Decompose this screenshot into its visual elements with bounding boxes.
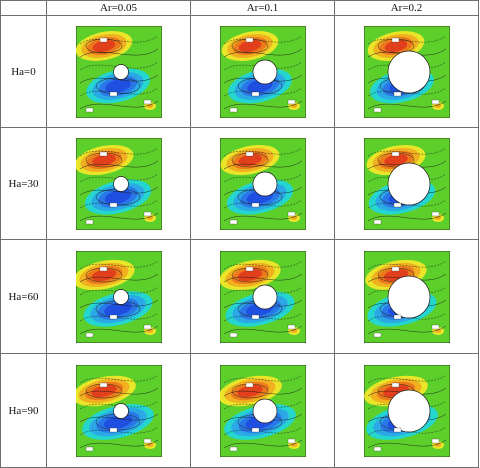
contour-plot-ha60-ar01 xyxy=(190,239,335,354)
contour-plot-ha90-ar02 xyxy=(334,353,479,468)
contour-field-image xyxy=(75,250,162,343)
contour-plot-ha60-ar02 xyxy=(334,239,479,354)
contour-field-image xyxy=(75,137,162,230)
contour-field-image xyxy=(363,250,450,343)
table-row-ha90: Ha=90 xyxy=(0,353,479,468)
column-header-ar-01: Ar=0.1 xyxy=(190,0,335,16)
corner-header xyxy=(0,0,47,16)
contour-field-image xyxy=(219,364,306,457)
row-header-ha30: Ha=30 xyxy=(0,127,47,240)
column-header-ar-005: Ar=0.05 xyxy=(46,0,191,16)
contour-plot-ha0-ar02 xyxy=(334,15,479,128)
row-header-ha60: Ha=60 xyxy=(0,239,47,354)
contour-plot-ha30-ar01 xyxy=(190,127,335,240)
contour-plot-ha90-ar01 xyxy=(190,353,335,468)
table-row-ha30: Ha=30 xyxy=(0,127,479,240)
row-header-ha0: Ha=0 xyxy=(0,15,47,128)
contour-field-image xyxy=(75,25,162,118)
contour-field-image xyxy=(75,364,162,457)
contour-field-image xyxy=(363,25,450,118)
table-row-ha60: Ha=60 xyxy=(0,239,479,354)
contour-field-image xyxy=(363,137,450,230)
header-row: Ar=0.05 Ar=0.1 Ar=0.2 xyxy=(0,0,479,16)
column-header-ar-02: Ar=0.2 xyxy=(334,0,479,16)
contour-field-image xyxy=(363,364,450,457)
contour-plot-ha0-ar01 xyxy=(190,15,335,128)
contour-field-image xyxy=(219,250,306,343)
row-header-ha90: Ha=90 xyxy=(0,353,47,468)
contour-field-image xyxy=(219,25,306,118)
contour-plot-ha0-ar005 xyxy=(46,15,191,128)
table-row-ha0: Ha=0 xyxy=(0,15,479,128)
contour-plot-ha30-ar005 xyxy=(46,127,191,240)
contour-plot-ha60-ar005 xyxy=(46,239,191,354)
contour-plot-ha90-ar005 xyxy=(46,353,191,468)
contour-field-image xyxy=(219,137,306,230)
contour-plot-ha30-ar02 xyxy=(334,127,479,240)
